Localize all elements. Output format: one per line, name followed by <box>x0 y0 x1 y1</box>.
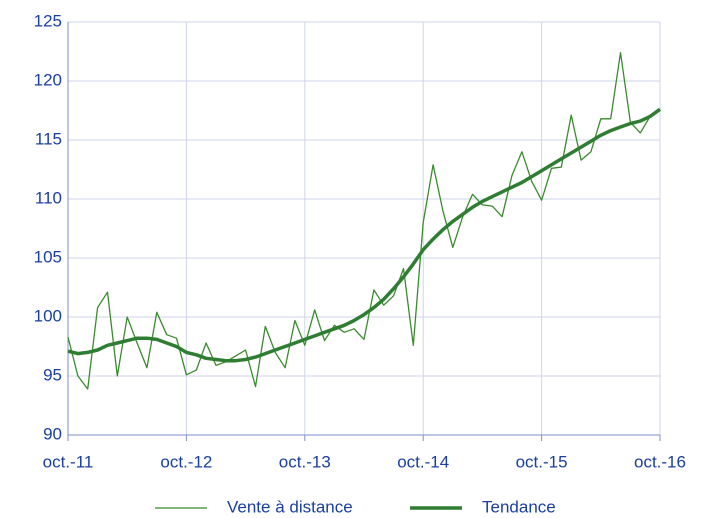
y-tick-label: 95 <box>43 365 62 384</box>
x-tick-label: oct.-16 <box>634 452 686 471</box>
series-line <box>67 107 662 363</box>
x-tick-label: oct.-14 <box>397 452 449 471</box>
y-tick-label: 120 <box>34 70 62 89</box>
y-tick-label: 105 <box>34 247 62 266</box>
legend-label: Tendance <box>482 497 556 516</box>
y-tick-label: 125 <box>34 11 62 30</box>
y-tick-label: 115 <box>35 129 62 148</box>
x-tick-label: oct.-12 <box>160 452 212 471</box>
series-line <box>67 52 661 390</box>
y-tick-label: 100 <box>34 306 62 325</box>
y-tick-label: 110 <box>35 188 62 207</box>
x-tick-label: oct.-15 <box>516 452 568 471</box>
x-tick-label: oct.-11 <box>43 452 94 471</box>
x-tick-label: oct.-13 <box>279 452 331 471</box>
legend-label: Vente à distance <box>227 497 353 516</box>
y-tick-label: 90 <box>43 424 62 443</box>
